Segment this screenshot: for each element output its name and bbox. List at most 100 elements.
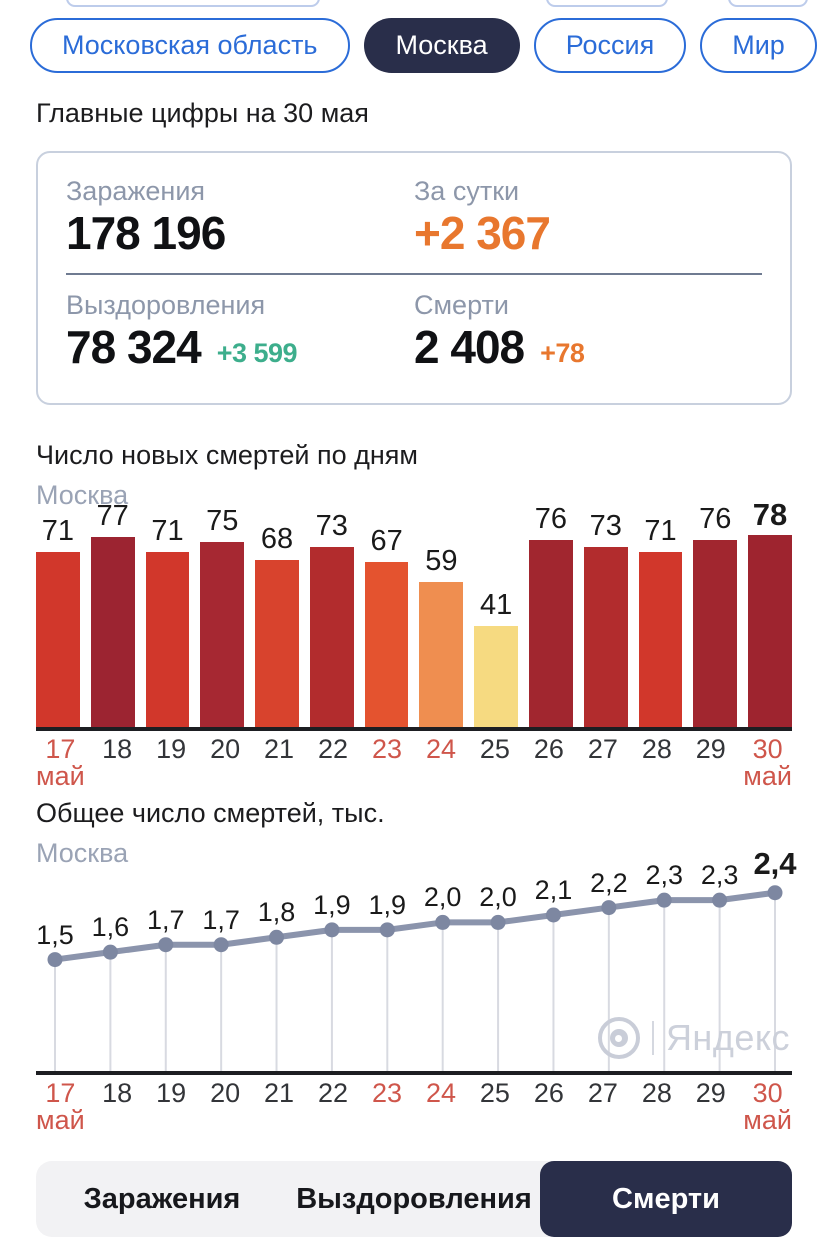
bar[interactable] (693, 540, 738, 727)
x-tick-28: 28 (641, 734, 672, 764)
bar[interactable] (638, 552, 683, 727)
bar[interactable] (474, 626, 519, 727)
cutoff-tab-outline (546, 0, 668, 7)
bar-column-29: 76 (693, 503, 738, 727)
bar[interactable] (255, 560, 299, 727)
watermark-text: Яндекс (665, 1017, 790, 1058)
bar[interactable] (748, 535, 792, 727)
point-value-label: 2,3 (700, 860, 739, 891)
region-tab-inactive[interactable]: Мир (700, 18, 817, 73)
x-tick-28: 28 (641, 1078, 672, 1108)
metric-tab-inactive[interactable]: Заражения (83, 1182, 241, 1215)
point-value-label: 1,9 (313, 889, 351, 920)
line-chart-x-axis: 17 май 18 19 20 21 22 23 24 25 26 27 28 29 30 май (36, 1079, 792, 1135)
bar-column-18: 77 (90, 500, 135, 727)
bar-value-label: 73 (589, 510, 622, 542)
data-point[interactable] (102, 944, 118, 960)
point-value-label: 2,4 (753, 845, 797, 881)
cutoff-tab-outline (728, 0, 808, 7)
line-chart: Яндекс 1,5 1,6 1,7 1,7 1,8 1,9 1,9 2,0 2,0 2,1 2,2… (36, 848, 797, 1075)
data-point[interactable] (158, 937, 174, 953)
bar-value-label: 71 (151, 515, 184, 547)
data-point[interactable] (269, 929, 285, 945)
stat-daily-label: За сутки (414, 176, 520, 206)
stat-infections: Заражения 178 196 (66, 175, 414, 259)
bar-column-30: 78 (748, 499, 792, 727)
data-point[interactable] (545, 907, 561, 923)
point-value-label: 2,0 (423, 882, 462, 913)
bar-column-17: 71 (36, 516, 80, 727)
data-point[interactable] (767, 885, 783, 901)
line-series (54, 889, 776, 963)
stat-deaths-value: 2 408 (414, 321, 525, 373)
x-tick-30: 30 май (743, 1078, 792, 1135)
stat-daily-value: +2 367 (414, 207, 551, 259)
metric-segmented-control: Заражения Выздоровления Смерти (36, 1161, 792, 1237)
stat-deaths-delta: +78 (540, 338, 585, 368)
data-point[interactable] (379, 922, 395, 938)
bar[interactable] (90, 537, 135, 727)
x-tick-30: 30 май (743, 734, 792, 791)
bar-column-22: 73 (309, 511, 354, 727)
data-point[interactable] (712, 892, 728, 908)
x-tick-26: 26 (533, 734, 564, 764)
region-tab-active[interactable]: Москва (363, 18, 520, 73)
bar[interactable] (145, 552, 190, 727)
data-point[interactable] (656, 892, 672, 908)
x-tick-23: 23 (371, 734, 403, 764)
data-point[interactable] (601, 900, 617, 916)
x-tick-17: 17 май (36, 1078, 85, 1135)
line-chart-title: Общее число смертей, тыс. (36, 798, 385, 828)
x-tick-29: 29 (695, 1078, 726, 1108)
data-point[interactable] (47, 952, 63, 968)
x-tick-17: 17 май (36, 734, 85, 791)
metric-tab-inactive[interactable]: Выздоровления (296, 1182, 532, 1215)
x-tick-27: 27 (587, 734, 618, 764)
data-point[interactable] (435, 914, 451, 930)
bar[interactable] (583, 547, 628, 727)
bar-value-label: 71 (644, 515, 677, 547)
cutoff-tab-outline (66, 0, 320, 7)
yandex-logo-icon (597, 1017, 640, 1059)
bar[interactable] (419, 582, 464, 727)
bar-column-21: 68 (255, 524, 299, 727)
point-value-label: 2,1 (534, 875, 573, 905)
summary-card: Заражения 178 196 За сутки +2 367 Выздор… (36, 151, 792, 405)
stat-deaths: Смерти 2 408 +78 (414, 289, 762, 379)
bar-column-24: 59 (419, 545, 464, 727)
data-point[interactable] (490, 914, 506, 930)
card-divider (66, 273, 762, 275)
stat-recoveries-label: Выздоровления (66, 290, 266, 320)
bar[interactable] (529, 540, 573, 727)
x-tick-25: 25 (479, 1078, 510, 1108)
bar-column-25: 41 (474, 589, 519, 727)
bar-value-label: 76 (699, 503, 732, 535)
bar-value-label: 59 (425, 545, 458, 577)
region-tab-inactive[interactable]: Московская область (30, 18, 350, 73)
bar-chart: 71 77 71 75 68 73 67 59 41 76 73 71 76 78 (36, 495, 792, 731)
bar-column-23: 67 (364, 526, 409, 727)
bar[interactable] (309, 547, 354, 727)
x-tick-20: 20 (210, 1078, 241, 1108)
data-point[interactable] (324, 922, 340, 938)
stat-recoveries-delta: +3 599 (216, 338, 298, 368)
x-tick-26: 26 (533, 1078, 564, 1108)
bar[interactable] (364, 562, 409, 727)
x-tick-19: 19 (156, 1078, 187, 1108)
bar[interactable] (200, 542, 245, 727)
x-tick-19: 19 (156, 734, 187, 764)
bar-chart-title: Число новых смертей по дням (36, 440, 418, 470)
metric-tab-active[interactable]: Смерти (540, 1161, 792, 1237)
bar[interactable] (36, 552, 80, 727)
bar-value-label: 77 (96, 500, 129, 532)
watermark-divider (651, 1021, 654, 1055)
x-tick-23: 23 (371, 1078, 403, 1108)
x-tick-27: 27 (587, 1078, 618, 1108)
bar-column-28: 71 (638, 515, 683, 727)
point-value-label: 1,9 (368, 889, 407, 920)
yandex-watermark: Яндекс (597, 1017, 790, 1059)
point-value-label: 1,7 (146, 904, 185, 935)
data-point[interactable] (213, 937, 229, 953)
region-tab-inactive[interactable]: Россия (533, 18, 687, 73)
bar-value-label: 41 (480, 589, 513, 621)
